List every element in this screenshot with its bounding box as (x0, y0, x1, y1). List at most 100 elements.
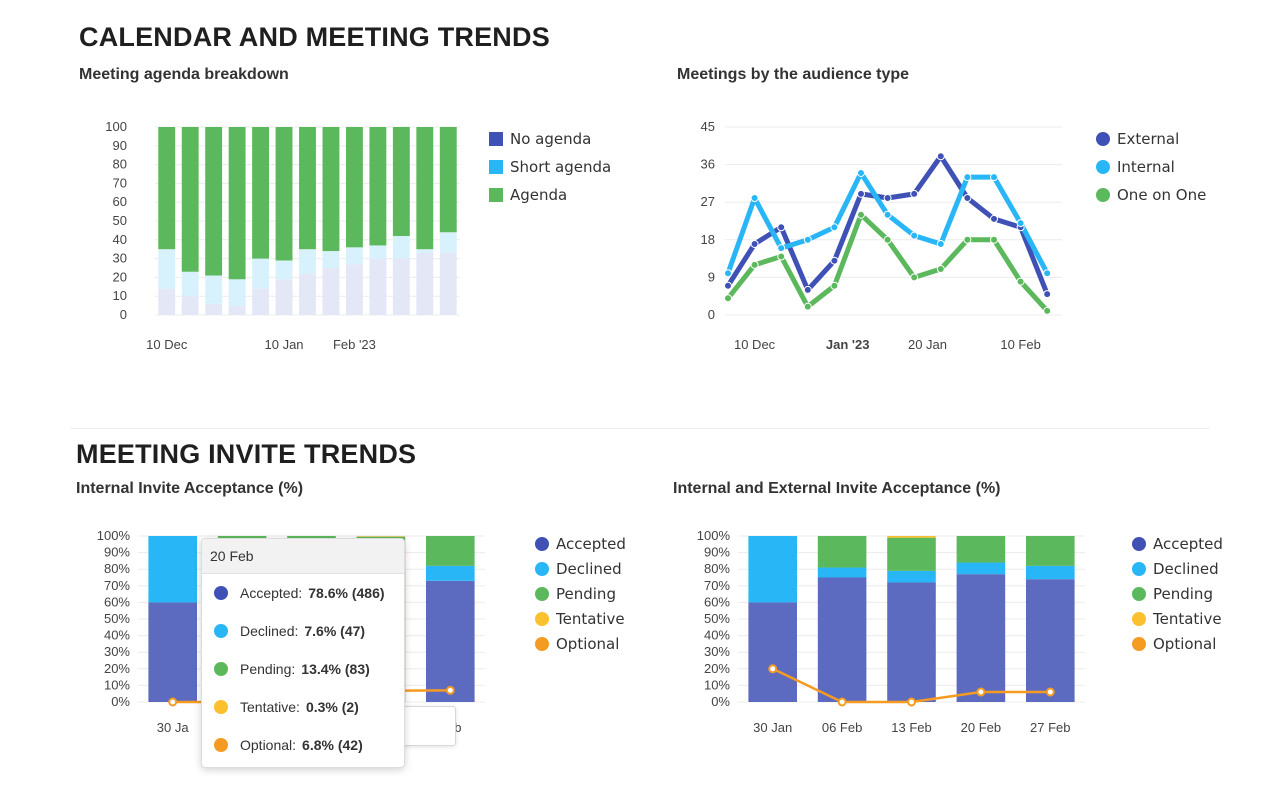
legend-label: Tentative (1153, 609, 1222, 628)
y-tick-label: 9 (708, 269, 715, 284)
tooltip-label: Tentative: (240, 699, 300, 715)
y-tick-label: 10 (113, 288, 127, 303)
bar-segment (887, 582, 936, 702)
x-tick-label: 20 Jan (908, 337, 947, 352)
x-tick-label: Feb '23 (333, 337, 376, 352)
tooltip-row-optional: Optional: 6.8% (42) (202, 726, 404, 764)
data-point (883, 235, 892, 244)
bar-segment (426, 536, 475, 566)
data-point (803, 302, 812, 311)
bar-segment (1026, 579, 1075, 702)
legend-item-external[interactable]: External (1096, 125, 1206, 153)
bar-segment (299, 273, 316, 315)
tooltip-row-pending: Pending: 13.4% (83) (202, 650, 404, 688)
data-point (1043, 306, 1052, 315)
legend-item-accepted[interactable]: Accepted (535, 531, 626, 556)
legend-item-tentative[interactable]: Tentative (535, 606, 626, 631)
y-tick-label: 70 (113, 175, 127, 190)
bar-segment (439, 232, 457, 253)
tooltip-row-accepted: Accepted: 78.6% (486) (202, 574, 404, 612)
legend-swatch (535, 611, 549, 626)
legend-label: Optional (556, 634, 620, 653)
legend-item-optional[interactable]: Optional (1132, 631, 1223, 656)
tooltip-swatch (214, 738, 228, 752)
legend-item-pending[interactable]: Pending (535, 581, 626, 606)
data-point (963, 235, 972, 244)
bar-segment (158, 127, 176, 250)
legend-label: No agenda (510, 130, 592, 148)
y-tick-label: 80 (113, 157, 127, 172)
legend-swatch (489, 188, 503, 202)
legend-item-one-on-one[interactable]: One on One (1096, 181, 1206, 209)
legend-item-optional[interactable]: Optional (535, 631, 626, 656)
legend-item-short-agenda[interactable]: Short agenda (489, 153, 611, 181)
bar-segment (439, 252, 457, 315)
legend-label: Short agenda (510, 158, 612, 176)
legend-item-internal[interactable]: Internal (1096, 153, 1206, 181)
data-point (724, 281, 732, 290)
y-tick-label: 50% (104, 611, 130, 626)
legend-item-agenda[interactable]: Agenda (489, 181, 611, 209)
bar-segment (148, 536, 197, 603)
legend-item-declined[interactable]: Declined (1132, 556, 1223, 581)
legend-label: Accepted (1153, 534, 1223, 553)
data-point (1043, 290, 1052, 299)
y-tick-label: 100% (97, 528, 131, 543)
y-tick-label: 10% (704, 677, 730, 692)
data-point (936, 239, 945, 248)
agenda-legend: No agenda Short agenda Agenda (489, 125, 611, 209)
y-tick-label: 90 (113, 138, 127, 153)
bar-segment (369, 258, 387, 315)
legend-label: One on One (1117, 186, 1207, 204)
audience-chart: 0 9 18 27 36 45 10 Dec Jan '23 20 Jan 10 Feb (701, 119, 1062, 352)
legend-item-accepted[interactable]: Accepted (1132, 531, 1223, 556)
bar-segment (426, 565, 475, 581)
legend-item-declined[interactable]: Declined (535, 556, 626, 581)
data-point (803, 285, 812, 294)
bar-segment (345, 247, 363, 265)
y-tick-label: 30% (704, 644, 730, 659)
calendar-section-title: CALENDAR AND MEETING TRENDS (79, 22, 550, 52)
x-tick-label: 10 Jan (265, 337, 304, 352)
tooltip-value: 0.3% (2) (305, 699, 359, 715)
data-point (777, 252, 786, 261)
x-tick-label: 13 Feb (891, 720, 931, 735)
tooltip-label: Accepted: (240, 585, 303, 601)
bar-segment (392, 127, 410, 237)
legend-label: Declined (1153, 559, 1219, 578)
agenda-chart-title: Meeting agenda breakdown (79, 66, 289, 83)
audience-chart-title: Meetings by the audience type (677, 66, 910, 83)
bar-segment (1026, 536, 1075, 566)
data-point (777, 223, 786, 232)
bar-segment (158, 288, 176, 315)
legend-swatch (489, 160, 503, 174)
optional-point (445, 685, 455, 695)
y-tick-label: 80% (704, 561, 730, 576)
data-point (963, 173, 972, 182)
data-point (1016, 277, 1025, 286)
legend-swatch (535, 536, 549, 551)
tooltip-value: 13.4% (83) (301, 661, 370, 677)
tooltip-header: 20 Feb (202, 539, 404, 574)
y-tick-label: 40% (704, 628, 730, 643)
bar-segment (158, 249, 176, 289)
bar-segment (299, 127, 316, 250)
y-tick-label: 10% (104, 677, 130, 692)
data-point (750, 260, 759, 269)
legend-swatch (1096, 160, 1110, 174)
bar-segment (205, 303, 223, 315)
y-tick-label: 50 (113, 213, 127, 228)
bar-segment (299, 249, 316, 274)
x-tick-label: 10 Dec (146, 337, 188, 352)
legend-label: External (1117, 130, 1180, 148)
y-tick-label: 100% (697, 528, 731, 543)
legend-item-tentative[interactable]: Tentative (1132, 606, 1223, 631)
y-tick-label: 36 (701, 157, 715, 172)
bar-segment (252, 288, 270, 315)
tooltip-value: 6.8% (42) (302, 737, 363, 753)
legend-item-pending[interactable]: Pending (1132, 581, 1223, 606)
legend-label: Declined (556, 559, 622, 578)
y-tick-label: 100 (105, 119, 127, 134)
data-point (883, 194, 892, 203)
legend-item-no-agenda[interactable]: No agenda (489, 125, 611, 153)
